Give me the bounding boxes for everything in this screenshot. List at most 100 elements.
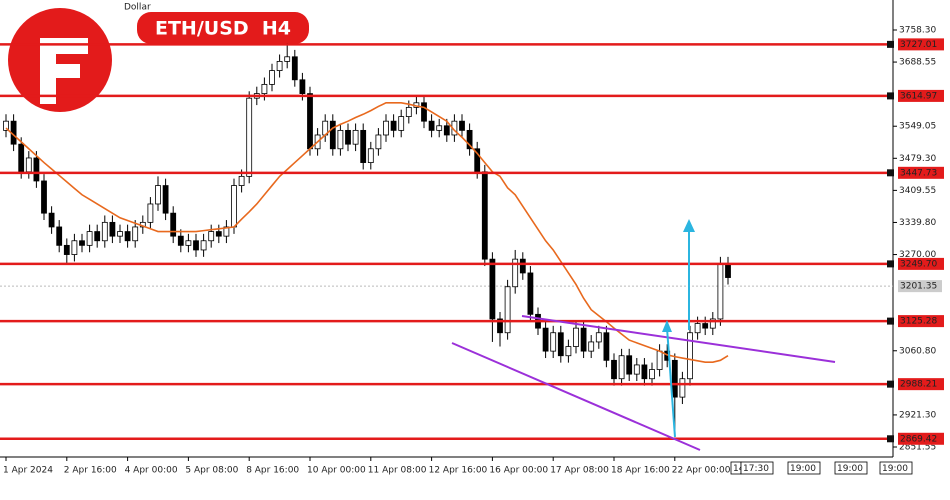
y-tick-label: 2921.30	[899, 410, 936, 420]
x-tick-label: 8 Apr 16:00	[246, 466, 299, 476]
y-tick-label: 3270.00	[899, 250, 936, 260]
arrow-head	[683, 219, 695, 232]
candle-body	[489, 258, 496, 320]
level-label-box	[898, 257, 944, 270]
candle-body	[504, 286, 511, 334]
level-handle	[887, 380, 894, 388]
level-label: 3125.28	[900, 317, 937, 327]
trend-line	[451, 342, 701, 451]
candle-body	[611, 359, 617, 380]
candle-body	[626, 355, 633, 375]
x-tick-label: 5 Apr 08:00	[185, 466, 238, 476]
candle-body	[109, 221, 116, 237]
candle-body	[33, 157, 40, 182]
arrow-head	[662, 320, 672, 332]
candle-body	[512, 258, 519, 288]
candle-body	[367, 148, 374, 163]
candle-body	[18, 143, 25, 173]
chart-title: ETH/USD H4	[155, 18, 291, 40]
y-tick-label: 2851.55	[899, 442, 936, 452]
y-tick-label: 3409.55	[899, 186, 936, 196]
candle-body	[41, 180, 47, 214]
candle-body	[117, 231, 123, 237]
x-tick-label: 4 Apr 00:00	[125, 466, 178, 476]
x-tick-label: 2 Apr 16:00	[64, 466, 117, 476]
time-box-label: 17:30	[743, 464, 769, 474]
current-price-label: 3201.35	[900, 282, 937, 292]
candle-body	[246, 97, 253, 177]
candle-body	[565, 346, 572, 357]
level-handle	[887, 92, 894, 100]
y-tick-label: 3060.80	[899, 346, 936, 356]
candle-body	[261, 83, 268, 94]
candle-body	[573, 327, 579, 347]
candle-body	[421, 102, 427, 122]
candle-body	[185, 240, 192, 246]
level-handle	[887, 260, 894, 268]
y-tick-label: 3479.30	[899, 154, 936, 164]
candle-body	[580, 327, 587, 352]
candle-body	[595, 332, 602, 343]
moving-average	[5, 101, 729, 363]
candle-body	[56, 226, 63, 246]
y-tick-label: 3549.05	[899, 122, 936, 132]
candle-body	[428, 120, 435, 131]
candle-body	[481, 171, 488, 260]
candle-body	[694, 323, 701, 334]
candle-body	[79, 240, 85, 246]
candle-body	[299, 79, 306, 94]
symbol-text: Dollar	[124, 3, 151, 13]
level-label-box	[898, 315, 944, 328]
candle-body	[550, 332, 557, 352]
candle-body	[641, 364, 648, 380]
candle-body	[405, 106, 412, 117]
level-label: 2869.42	[900, 434, 937, 444]
candle-body	[519, 258, 526, 274]
candle-body	[656, 350, 663, 370]
candle-body	[208, 231, 215, 242]
level-label-box	[898, 432, 944, 445]
level-label: 3614.97	[900, 91, 937, 101]
time-box-label: 19:00	[882, 464, 908, 474]
candle-body	[717, 263, 724, 320]
candle-body	[618, 355, 625, 380]
candle-body	[223, 226, 230, 237]
candle-body	[86, 231, 93, 246]
candle-body	[466, 129, 473, 150]
candle-body	[588, 341, 595, 352]
time-box	[834, 461, 868, 475]
x-tick-label: 17 Apr 08:00	[550, 466, 609, 476]
candle-body	[284, 56, 291, 62]
candle-body	[307, 93, 313, 150]
level-label-box	[898, 89, 944, 102]
x-tick-label: 10 Apr 00:00	[307, 466, 366, 476]
x-tick-label: 12 Apr 16:00	[429, 466, 488, 476]
candle-body	[25, 157, 32, 173]
level-label-box	[898, 378, 944, 391]
candle-body	[527, 272, 534, 315]
title-badge	[137, 12, 309, 44]
x-tick-label: 18 Apr 16:00	[611, 466, 670, 476]
candle-body	[101, 221, 108, 242]
level-label-box	[898, 166, 944, 179]
time-box-label: 19:00	[837, 464, 863, 474]
candle-body	[63, 244, 70, 255]
candle-body	[702, 323, 709, 329]
candle-body	[132, 226, 139, 242]
x-tick-label: 1 Apr 2024	[3, 466, 53, 476]
candle-body	[238, 175, 245, 186]
time-box	[740, 461, 774, 475]
candle-body	[633, 364, 640, 375]
candle-body	[291, 56, 298, 81]
candle-body	[443, 125, 450, 136]
time-box	[879, 461, 913, 475]
candle-body	[649, 369, 655, 380]
candle-body	[360, 129, 367, 163]
candle-body	[276, 60, 283, 71]
candle-body	[542, 327, 549, 352]
x-tick-label: 11 Apr 08:00	[368, 466, 427, 476]
level-handle	[887, 169, 894, 177]
candle-body	[94, 231, 101, 242]
candle-body	[231, 185, 237, 228]
